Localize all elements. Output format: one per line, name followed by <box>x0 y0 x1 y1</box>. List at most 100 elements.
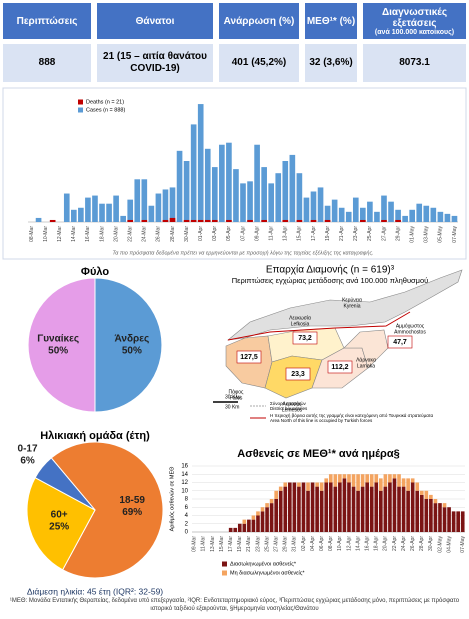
column-header: ΜΕΘ¹* (%) <box>305 3 357 39</box>
bar <box>141 219 148 222</box>
bar <box>367 201 373 222</box>
bar <box>383 486 388 532</box>
bar <box>183 161 190 222</box>
x-tick-label: 08-Mar <box>29 226 35 242</box>
column-value: 401 (45,2%) <box>219 44 299 82</box>
bar <box>296 219 303 222</box>
bar <box>451 511 456 532</box>
bar <box>356 490 360 532</box>
bar <box>310 191 317 222</box>
legend-text: Area North of this line is occupied by T… <box>270 418 373 423</box>
bar <box>324 205 331 222</box>
district-rate: 112,2 <box>331 364 348 371</box>
bar <box>204 148 211 222</box>
bar <box>447 507 451 532</box>
x-tick-label: 21-Mar <box>246 536 252 552</box>
x-tick-label: 18-Mar <box>99 226 105 242</box>
bar <box>197 219 204 222</box>
bar <box>352 197 359 222</box>
x-tick-label: 27-Apr <box>381 226 387 241</box>
bar <box>85 197 91 222</box>
x-tick-label: 02-Apr <box>301 536 307 551</box>
district-name: Κερύνεια <box>342 296 362 303</box>
district-rate: 127,5 <box>240 354 258 361</box>
bar <box>444 213 451 222</box>
bar <box>211 219 218 222</box>
bar <box>451 215 458 222</box>
bar <box>374 211 380 222</box>
district-name: Λάρνακα <box>356 356 376 363</box>
bar <box>283 482 288 487</box>
bar <box>155 193 162 222</box>
y-axis-label: Αριθμός ασθενών σε ΜΕΘ <box>168 466 175 532</box>
bar <box>141 179 148 222</box>
x-tick-label: 09-Apr <box>254 226 260 241</box>
bar <box>242 519 247 524</box>
chart-title: Φύλο <box>81 266 109 278</box>
column-header: Ανάρρωση (%) <box>219 3 299 39</box>
bar <box>406 490 410 532</box>
summary-table: Περιπτώσεις Θάνατοι Ανάρρωση (%) ΜΕΘ¹* (%) Δ… <box>3 3 466 82</box>
slice-value: 69% <box>122 507 142 518</box>
chart-caption: Διάμεση ηλικία: 45 έτη (IQR²: 32-59) <box>27 586 163 596</box>
bar <box>369 486 374 532</box>
rate-box <box>327 360 353 374</box>
x-tick-label: 29-Apr <box>395 226 401 241</box>
x-tick-label: 20-Apr <box>383 536 389 551</box>
bar <box>374 474 379 483</box>
legend-label: Διασωληνωμένοι ασθενείς* <box>230 560 297 567</box>
bar <box>351 486 356 532</box>
bar <box>397 486 401 532</box>
x-tick-label: 30-Mar <box>184 226 190 242</box>
bar <box>282 219 289 222</box>
district-name: Αμμόχωστος <box>396 322 425 329</box>
bar <box>301 482 306 532</box>
bar <box>247 181 253 222</box>
x-tick-label: 20-Mar <box>113 226 119 242</box>
bar <box>274 490 278 499</box>
bar <box>315 482 319 487</box>
x-tick-label: 29-Mar <box>283 536 289 552</box>
column-title: ΜΕΘ¹* (%) <box>306 15 356 27</box>
bar <box>99 203 105 222</box>
bar <box>395 209 401 222</box>
district-rate: 73,2 <box>298 335 312 342</box>
x-tick-label: 04-Apr <box>310 536 316 551</box>
column-title: Ανάρρωση (%) <box>223 15 295 27</box>
bar <box>106 203 112 222</box>
district-rate: 47,7 <box>393 339 407 346</box>
scale-label: 30 Χλμ <box>225 394 241 400</box>
x-tick-label: 02-May <box>437 536 443 553</box>
bar <box>265 507 269 532</box>
bar <box>456 511 460 532</box>
x-tick-label: 24-Mar <box>142 226 148 242</box>
x-tick-label: 22-Mar <box>128 226 134 242</box>
bar <box>211 167 218 222</box>
bar <box>282 161 289 222</box>
bar <box>260 511 265 532</box>
chart-title: Ασθενείς σε ΜΕΘ¹* ανά ημέρα§ <box>237 448 399 460</box>
bar <box>351 474 356 487</box>
bar <box>381 195 387 222</box>
x-tick-label: 26-Apr <box>410 536 416 551</box>
bar <box>190 219 197 222</box>
y-tick-label: 10 <box>181 488 188 494</box>
bar <box>324 219 331 222</box>
bar <box>360 486 365 532</box>
bar <box>278 490 283 532</box>
bar <box>433 503 438 532</box>
map-title: Επαρχία Διαμονής (n = 619)³ <box>266 264 395 276</box>
bar <box>415 482 420 491</box>
bar <box>338 482 342 532</box>
bar <box>319 490 324 532</box>
legend-swatch <box>222 570 227 576</box>
bar <box>233 527 238 532</box>
bar <box>347 474 351 483</box>
bar <box>388 474 392 483</box>
bar <box>265 503 269 508</box>
bar <box>409 209 415 222</box>
district-name-en: Lemesos <box>282 407 303 413</box>
bar <box>424 490 429 499</box>
bar <box>278 486 283 491</box>
y-tick-label: 4 <box>185 513 189 519</box>
